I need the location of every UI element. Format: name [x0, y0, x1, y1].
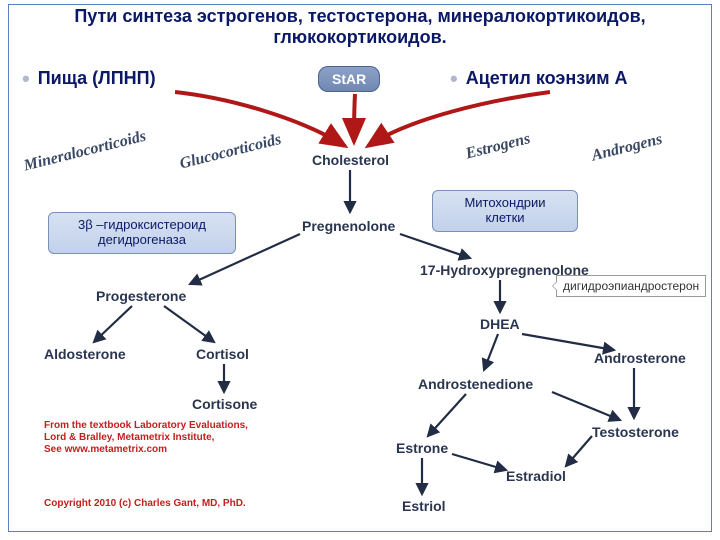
textbook-credit: From the textbook Laboratory Evaluations…: [44, 420, 248, 456]
pathway-arrows: [0, 0, 720, 540]
credit-line2: Lord & Bralley, Metametrix Institute,: [44, 432, 248, 444]
credit-line3: See www.metametrix.com: [44, 444, 248, 456]
copyright-line: Copyright 2010 (c) Charles Gant, MD, PhD…: [44, 498, 246, 509]
credit-line1: From the textbook Laboratory Evaluations…: [44, 420, 248, 432]
